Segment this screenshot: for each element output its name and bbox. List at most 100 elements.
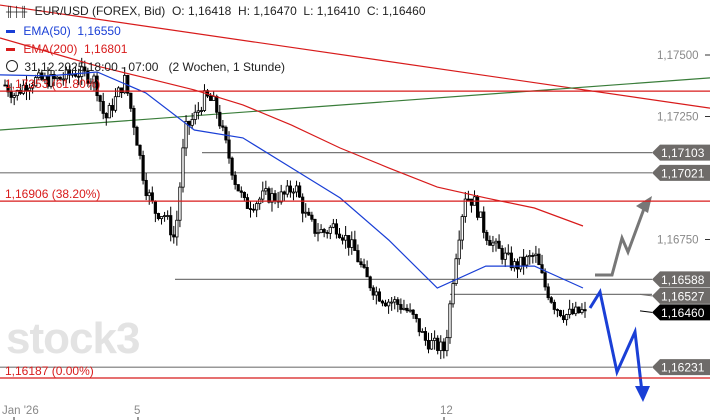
candle xyxy=(561,315,566,321)
candle xyxy=(92,75,96,83)
candle xyxy=(141,155,145,181)
candle xyxy=(319,229,323,234)
candle xyxy=(463,198,467,217)
ema200-line xyxy=(0,37,584,227)
candle xyxy=(515,261,520,270)
candle xyxy=(417,318,421,333)
candle xyxy=(199,110,204,112)
candle xyxy=(129,92,133,109)
candle xyxy=(475,196,480,218)
candle xyxy=(301,196,305,214)
candle xyxy=(113,96,118,111)
candle xyxy=(436,337,440,351)
price-tag-label: 1,16588 xyxy=(661,273,705,287)
candle xyxy=(24,84,29,91)
candle xyxy=(549,297,553,303)
candle xyxy=(3,84,7,87)
candle xyxy=(399,304,403,310)
time-range: 31.12.2025 18:00 - 07:00 xyxy=(24,60,159,74)
candle xyxy=(356,250,360,263)
candle xyxy=(251,208,256,211)
x-tick-label: Jan '26 xyxy=(2,405,39,417)
candle xyxy=(377,291,381,302)
price-tag-label: 1,16527 xyxy=(661,289,705,303)
candle xyxy=(426,339,431,350)
candle xyxy=(162,215,167,218)
clock-icon xyxy=(6,60,18,72)
candle xyxy=(347,235,351,248)
candle xyxy=(89,81,93,84)
ema50-label: EMA(50) xyxy=(23,24,71,38)
low-value: L: 1,16410 xyxy=(303,4,361,18)
fib-level-label: 1,16187 (0.00%) xyxy=(5,364,94,378)
arrow-head-icon xyxy=(636,196,652,213)
candle xyxy=(215,96,219,113)
candle xyxy=(543,272,547,288)
candle xyxy=(307,211,311,216)
candle xyxy=(368,276,372,289)
candle xyxy=(120,87,124,94)
candle xyxy=(227,139,231,159)
candle xyxy=(261,190,265,200)
price-tag xyxy=(652,144,710,161)
candle xyxy=(298,185,302,198)
candle xyxy=(230,157,234,176)
candle xyxy=(27,87,32,91)
candle xyxy=(494,240,498,244)
trendline xyxy=(0,77,710,131)
candle xyxy=(423,331,428,341)
candle xyxy=(248,208,253,210)
candle xyxy=(313,218,317,234)
candle xyxy=(55,76,59,79)
candle xyxy=(445,337,449,352)
candle xyxy=(285,185,289,195)
candle xyxy=(442,341,446,352)
candle xyxy=(420,331,424,333)
candle xyxy=(218,111,222,127)
y-tick-label: 1,17750 xyxy=(657,0,699,1)
candle xyxy=(86,70,90,84)
legend-ema200[interactable]: EMA(200) 1,16801 xyxy=(6,40,426,58)
y-tick-label: 1,17250 xyxy=(657,112,699,124)
candle xyxy=(49,74,53,87)
instrument-label: EUR/USD (FOREX, Bid) xyxy=(34,4,166,18)
candle xyxy=(362,264,366,268)
ema200-value: 1,16801 xyxy=(84,42,128,56)
candle xyxy=(402,307,406,310)
candle xyxy=(411,309,415,315)
candle xyxy=(304,211,308,214)
open-value: O: 1,16418 xyxy=(171,4,232,18)
candle xyxy=(325,232,329,234)
candle xyxy=(574,306,578,315)
candle xyxy=(503,252,507,260)
candle xyxy=(546,286,550,299)
candle xyxy=(439,341,443,351)
stock3-watermark: stock3 xyxy=(6,314,140,363)
bearish-scenario-arrow xyxy=(588,288,644,393)
candle xyxy=(488,239,492,246)
candle xyxy=(310,214,314,220)
price-tag xyxy=(652,287,710,304)
x-tick-label: 12 xyxy=(440,405,453,417)
candle xyxy=(224,126,228,141)
x-axis: Jan '26 5 12 xyxy=(2,405,453,420)
candle xyxy=(518,256,523,270)
candle xyxy=(353,239,357,251)
candle xyxy=(383,302,388,307)
candle xyxy=(454,258,458,284)
candle xyxy=(172,234,176,238)
candle xyxy=(316,232,320,235)
candle xyxy=(245,197,250,209)
period: (2 Wochen, 1 Stunde) xyxy=(168,60,285,74)
candle xyxy=(322,229,326,233)
candle xyxy=(181,147,185,188)
candle xyxy=(80,66,84,77)
legend-ema50[interactable]: EMA(50) 1,16550 xyxy=(6,22,426,40)
candle xyxy=(166,215,170,217)
candle xyxy=(522,256,526,266)
candle xyxy=(267,188,271,203)
y-tick-label: 1,17500 xyxy=(657,50,699,62)
candle xyxy=(580,309,584,314)
candle xyxy=(6,84,10,93)
